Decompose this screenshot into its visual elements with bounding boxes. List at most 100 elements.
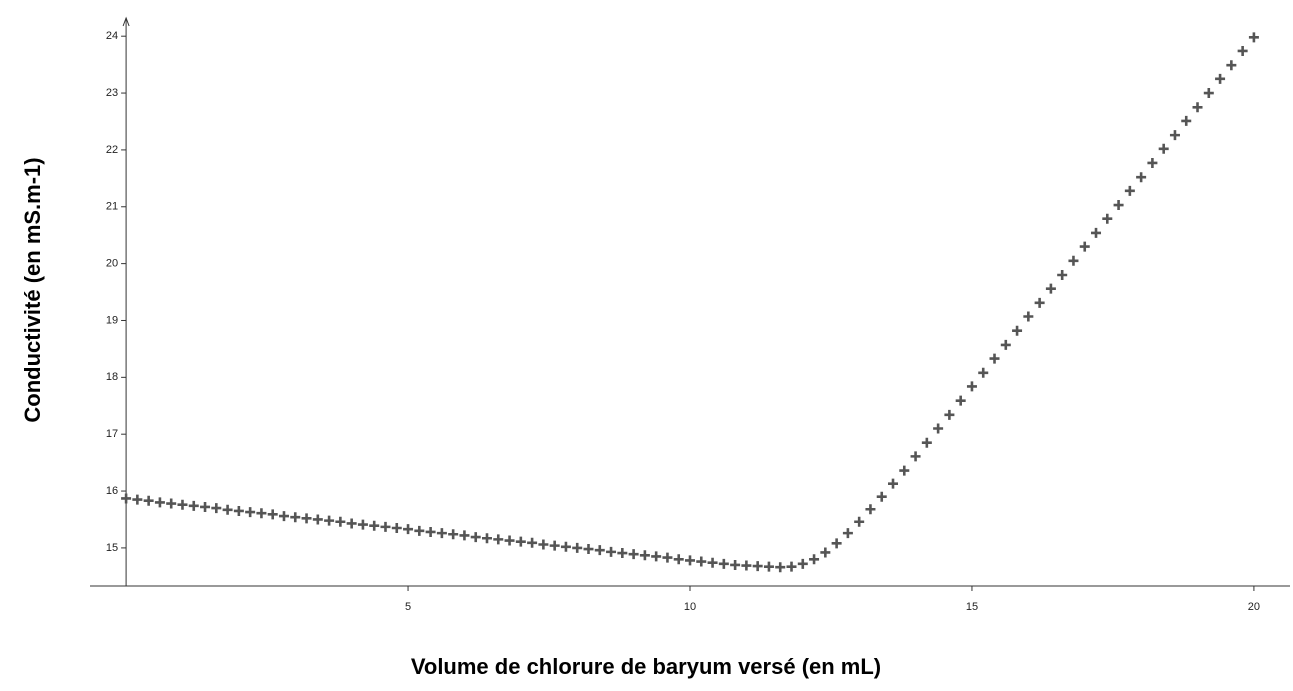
point — [1158, 143, 1169, 154]
point — [685, 555, 695, 566]
point — [1057, 269, 1068, 280]
point — [1068, 255, 1079, 266]
point — [651, 551, 662, 562]
point — [448, 529, 459, 540]
point — [335, 516, 346, 527]
point — [775, 562, 786, 573]
point — [391, 523, 402, 534]
point — [966, 381, 977, 392]
x-tick-label: 10 — [684, 601, 696, 613]
point — [1215, 73, 1226, 84]
point — [876, 491, 887, 502]
point — [233, 505, 244, 516]
point — [809, 554, 820, 565]
point — [470, 532, 481, 543]
point — [1023, 311, 1034, 322]
y-tick-label: 19 — [106, 314, 118, 326]
point — [211, 503, 222, 514]
point — [1237, 45, 1248, 56]
y-tick-label: 24 — [106, 30, 118, 42]
point — [278, 511, 289, 522]
point — [493, 534, 504, 545]
point — [1181, 115, 1192, 126]
point — [414, 525, 425, 536]
point — [1113, 200, 1124, 211]
point — [673, 554, 684, 565]
point — [1091, 227, 1102, 238]
point — [166, 498, 177, 509]
y-tick-label: 16 — [106, 485, 118, 497]
point — [1102, 213, 1113, 224]
point — [200, 501, 211, 512]
y-tick-label: 21 — [106, 201, 118, 213]
point — [1192, 102, 1203, 113]
point — [425, 526, 436, 537]
point — [177, 499, 188, 510]
point — [741, 560, 752, 571]
point — [256, 508, 267, 519]
point — [933, 423, 944, 434]
point — [267, 509, 278, 520]
point — [301, 513, 312, 524]
point — [707, 557, 718, 568]
x-axis-title: Volume de chlorure de baryum versé (en m… — [411, 654, 881, 679]
point — [888, 478, 899, 489]
point — [1248, 32, 1259, 43]
point — [121, 493, 132, 504]
point — [357, 519, 368, 530]
point — [549, 540, 560, 551]
point — [854, 516, 865, 527]
point — [290, 512, 301, 523]
point — [944, 409, 955, 420]
point — [369, 520, 380, 531]
point — [617, 548, 628, 559]
point — [606, 546, 617, 557]
x-tick-label: 20 — [1248, 601, 1260, 613]
y-axis-arrow — [122, 16, 130, 27]
point — [538, 539, 549, 550]
point — [481, 533, 492, 544]
point — [1079, 241, 1090, 252]
point — [560, 541, 571, 552]
point — [459, 530, 470, 541]
point — [865, 504, 876, 515]
point — [1045, 283, 1056, 294]
point — [786, 561, 797, 572]
point — [797, 558, 808, 569]
point — [1012, 325, 1023, 336]
y-tick-label: 18 — [106, 371, 118, 383]
y-tick-label: 17 — [106, 428, 118, 440]
point — [527, 537, 538, 548]
point — [346, 518, 357, 529]
point — [842, 528, 853, 539]
point — [1203, 88, 1214, 99]
point — [403, 524, 414, 535]
point — [504, 535, 515, 546]
point — [730, 559, 741, 570]
point — [436, 528, 447, 539]
point — [312, 514, 323, 525]
y-tick-label: 23 — [106, 87, 118, 99]
point — [662, 552, 673, 563]
point — [831, 538, 842, 549]
point — [222, 504, 233, 515]
point — [1226, 60, 1237, 71]
point — [594, 545, 605, 556]
point — [820, 547, 831, 558]
point — [132, 494, 143, 505]
point — [572, 542, 583, 553]
point — [1136, 172, 1147, 183]
point — [515, 536, 526, 547]
point — [188, 500, 199, 511]
point — [324, 515, 335, 526]
point — [1147, 157, 1158, 168]
point — [245, 507, 256, 518]
point — [1169, 130, 1180, 141]
point — [978, 367, 989, 378]
point — [752, 561, 763, 572]
point — [583, 544, 594, 555]
point — [921, 437, 932, 448]
y-tick-label: 15 — [106, 542, 118, 554]
